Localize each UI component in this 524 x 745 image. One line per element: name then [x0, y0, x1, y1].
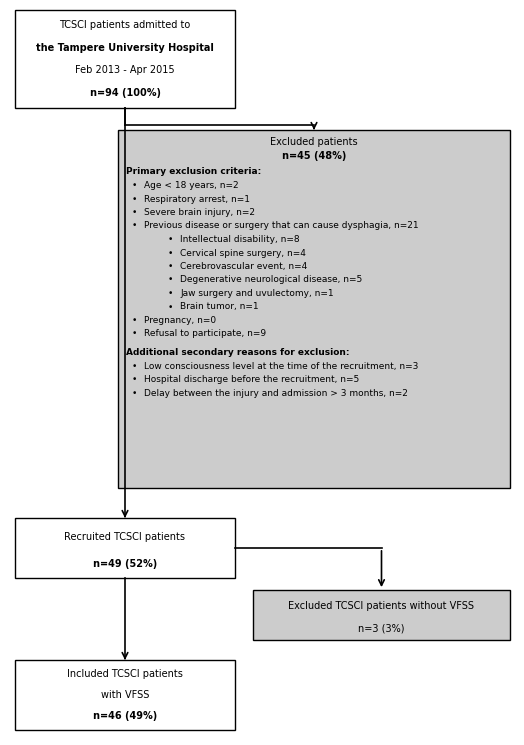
- Text: Excluded patients: Excluded patients: [270, 137, 358, 147]
- Text: •: •: [167, 276, 173, 285]
- Bar: [15, 518, 235, 578]
- Text: with VFSS: with VFSS: [101, 690, 149, 700]
- Text: Intellectual disability, n=8: Intellectual disability, n=8: [180, 235, 300, 244]
- Text: the Tampere University Hospital: the Tampere University Hospital: [36, 42, 214, 53]
- Text: n=45 (48%): n=45 (48%): [282, 151, 346, 161]
- Text: Additional secondary reasons for exclusion:: Additional secondary reasons for exclusi…: [126, 349, 350, 358]
- Text: Delay between the injury and admission > 3 months, n=2: Delay between the injury and admission >…: [144, 389, 408, 398]
- Text: Excluded TCSCI patients without VFSS: Excluded TCSCI patients without VFSS: [289, 601, 475, 611]
- Text: n=3 (3%): n=3 (3%): [358, 624, 405, 634]
- Text: •: •: [132, 181, 137, 190]
- Text: •: •: [167, 302, 173, 311]
- Bar: [253, 590, 510, 640]
- Text: Feb 2013 - Apr 2015: Feb 2013 - Apr 2015: [75, 66, 175, 75]
- Text: Recruited TCSCI patients: Recruited TCSCI patients: [64, 532, 185, 542]
- Text: Hospital discharge before the recruitment, n=5: Hospital discharge before the recruitmen…: [144, 375, 359, 384]
- Text: n=46 (49%): n=46 (49%): [93, 711, 157, 721]
- Text: Refusal to participate, n=9: Refusal to participate, n=9: [144, 329, 266, 338]
- Text: Age < 18 years, n=2: Age < 18 years, n=2: [144, 181, 238, 190]
- Text: Previous disease or surgery that can cause dysphagia, n=21: Previous disease or surgery that can cau…: [144, 221, 419, 230]
- Text: Cervical spine surgery, n=4: Cervical spine surgery, n=4: [180, 249, 306, 258]
- Text: •: •: [167, 262, 173, 271]
- Bar: [15, 10, 235, 108]
- Text: n=94 (100%): n=94 (100%): [90, 88, 160, 98]
- Text: Primary exclusion criteria:: Primary exclusion criteria:: [126, 168, 261, 177]
- Text: TCSCI patients admitted to: TCSCI patients admitted to: [59, 20, 191, 30]
- Text: •: •: [167, 249, 173, 258]
- Text: •: •: [132, 221, 137, 230]
- Bar: [15, 660, 235, 730]
- Text: •: •: [132, 362, 137, 371]
- Text: •: •: [132, 194, 137, 203]
- Bar: [118, 130, 510, 488]
- Text: Degenerative neurological disease, n=5: Degenerative neurological disease, n=5: [180, 276, 362, 285]
- Text: Brain tumor, n=1: Brain tumor, n=1: [180, 302, 259, 311]
- Text: •: •: [132, 389, 137, 398]
- Text: •: •: [167, 235, 173, 244]
- Text: Low consciousness level at the time of the recruitment, n=3: Low consciousness level at the time of t…: [144, 362, 418, 371]
- Text: •: •: [132, 375, 137, 384]
- Text: Respiratory arrest, n=1: Respiratory arrest, n=1: [144, 194, 250, 203]
- Text: Jaw surgery and uvulectomy, n=1: Jaw surgery and uvulectomy, n=1: [180, 289, 334, 298]
- Text: •: •: [167, 289, 173, 298]
- Text: •: •: [132, 329, 137, 338]
- Text: Severe brain injury, n=2: Severe brain injury, n=2: [144, 208, 255, 217]
- Text: •: •: [132, 316, 137, 325]
- Text: n=49 (52%): n=49 (52%): [93, 559, 157, 569]
- Text: Cerebrovascular event, n=4: Cerebrovascular event, n=4: [180, 262, 307, 271]
- Text: •: •: [132, 208, 137, 217]
- Text: Pregnancy, n=0: Pregnancy, n=0: [144, 316, 216, 325]
- Text: Included TCSCI patients: Included TCSCI patients: [67, 669, 183, 679]
